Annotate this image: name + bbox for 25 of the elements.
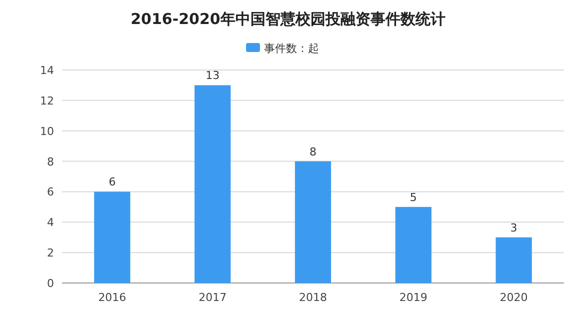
bar bbox=[94, 192, 130, 283]
chart-title: 2016-2020年中国智慧校园投融资事件数统计 bbox=[130, 10, 446, 28]
data-label: 3 bbox=[510, 221, 518, 234]
data-label: 6 bbox=[108, 176, 116, 189]
y-tick-label: 10 bbox=[40, 124, 54, 138]
data-label: 13 bbox=[206, 69, 220, 82]
x-tick-label: 2018 bbox=[299, 291, 327, 304]
y-tick-label: 8 bbox=[47, 155, 54, 168]
bar bbox=[294, 161, 332, 283]
y-tick-label: 14 bbox=[40, 64, 54, 77]
data-label: 5 bbox=[410, 190, 417, 204]
y-tick-label: 6 bbox=[47, 186, 54, 199]
legend-label: 事件数：起 bbox=[264, 42, 319, 55]
data-label: 8 bbox=[310, 145, 316, 158]
bar bbox=[496, 237, 532, 283]
x-tick-label: 2017 bbox=[198, 291, 227, 304]
x-tick-label: 2019 bbox=[399, 291, 428, 304]
x-tick-label: 2020 bbox=[500, 291, 528, 304]
bar bbox=[395, 206, 432, 283]
y-tick-label: 12 bbox=[40, 94, 54, 108]
y-tick-label: 0 bbox=[47, 277, 54, 290]
y-tick-label: 2 bbox=[47, 246, 54, 260]
x-tick-label: 2016 bbox=[98, 291, 126, 304]
bar bbox=[194, 85, 231, 283]
y-tick-label: 4 bbox=[47, 216, 54, 230]
